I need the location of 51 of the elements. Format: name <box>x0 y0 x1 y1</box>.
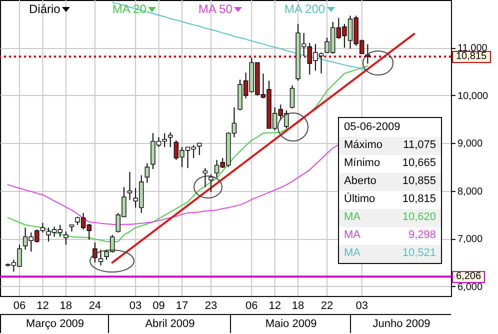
y-tick-label: 9,000 <box>458 138 483 150</box>
text: Junho 2009 <box>350 315 452 333</box>
annotation: 10,815 <box>402 193 436 207</box>
candlestick <box>197 142 202 156</box>
x-tick-label: 06 <box>13 300 26 312</box>
y-tick-label: 10,000 <box>458 90 489 102</box>
x-tick-label: 23 <box>204 300 218 312</box>
ref-line-label: 6,206 <box>452 270 486 283</box>
annotation: Máximo <box>344 139 383 153</box>
y-tick-label: 8,000 <box>458 186 483 198</box>
annotation: MA <box>344 247 360 261</box>
candlestick <box>202 168 208 188</box>
annotation: MA <box>344 211 360 225</box>
annotation: 10,620 <box>402 211 436 225</box>
annotation: 9,298 <box>408 229 436 243</box>
annotation: 10,855 <box>402 175 436 189</box>
candlestick <box>127 171 132 201</box>
annotation: 10,665 <box>402 157 436 171</box>
y-tick-label: 7,000 <box>458 234 483 246</box>
candlestick <box>144 162 150 184</box>
x-tick-label: 03 <box>356 300 368 312</box>
candlestick <box>208 174 214 192</box>
x-tick-label: 24 <box>88 300 102 312</box>
x-tick-label: 12 <box>268 300 281 312</box>
candlestick <box>64 231 68 246</box>
x-tick-label: 12 <box>36 300 49 312</box>
x-tick-label: 18 <box>60 300 72 312</box>
chart-title: Diário <box>29 2 60 16</box>
ref-line-label: 10,815 <box>452 50 491 63</box>
annotation: Mínimo <box>344 157 380 171</box>
annotation: Último <box>344 193 376 207</box>
x-tick-label: 18 <box>292 300 304 312</box>
annotation: Aberto <box>344 175 376 189</box>
legend-label: MA 200 <box>284 2 326 16</box>
candlestick <box>290 84 295 109</box>
x-tick-label: 06 <box>245 300 258 312</box>
text: Maio 2009 <box>230 315 351 333</box>
x-tick-label: 22 <box>320 300 334 312</box>
legend-label: MA 50 <box>198 2 232 16</box>
x-tick-label: 03 <box>129 300 142 312</box>
annotation: MA <box>344 229 360 243</box>
candlestick <box>98 249 104 266</box>
x-tick-label: 17 <box>176 300 188 312</box>
text: Abril 2009 <box>108 315 231 333</box>
x-tick-label: 09 <box>152 300 165 312</box>
text: Março 2009 <box>0 315 109 333</box>
candlestick <box>92 242 98 264</box>
annotation: 05-06-2009 <box>343 120 402 135</box>
annotation: 10,521 <box>402 247 436 261</box>
annotation: 11,075 <box>403 139 436 153</box>
y-tick-label: 6,000 <box>458 282 483 293</box>
